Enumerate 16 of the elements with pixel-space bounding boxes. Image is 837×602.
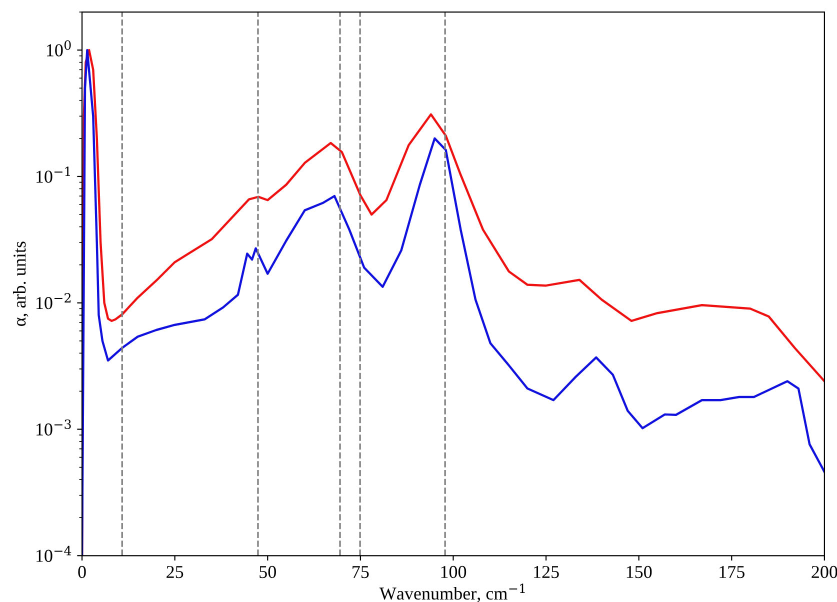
x-tick-label: 100 (441, 566, 466, 578)
y-tick-label: 10$^{0}$ (46, 40, 71, 56)
y-axis-title: α, arb. units (13, 242, 28, 326)
x-tick-label: 25 (166, 566, 184, 578)
y-tick-label: 10$^{−1}$ (36, 166, 70, 183)
y-tick-label: 10$^{−4}$ (36, 546, 72, 562)
x-tick-label: 150 (626, 566, 652, 578)
y-tick-label: 10$^{−2}$ (36, 293, 71, 310)
x-tick-label: 125 (534, 566, 559, 578)
x-tick-label: 200 (812, 566, 837, 578)
x-tick-label: 175 (720, 566, 744, 578)
x-tick-label: 75 (352, 566, 369, 578)
x-axis-title: Wavenumber, cm$^{−1}$ (379, 584, 525, 602)
x-tick-label: 0 (78, 566, 86, 578)
y-tick-label: 10$^{−3}$ (36, 419, 71, 436)
x-tick-label: 50 (260, 566, 276, 578)
